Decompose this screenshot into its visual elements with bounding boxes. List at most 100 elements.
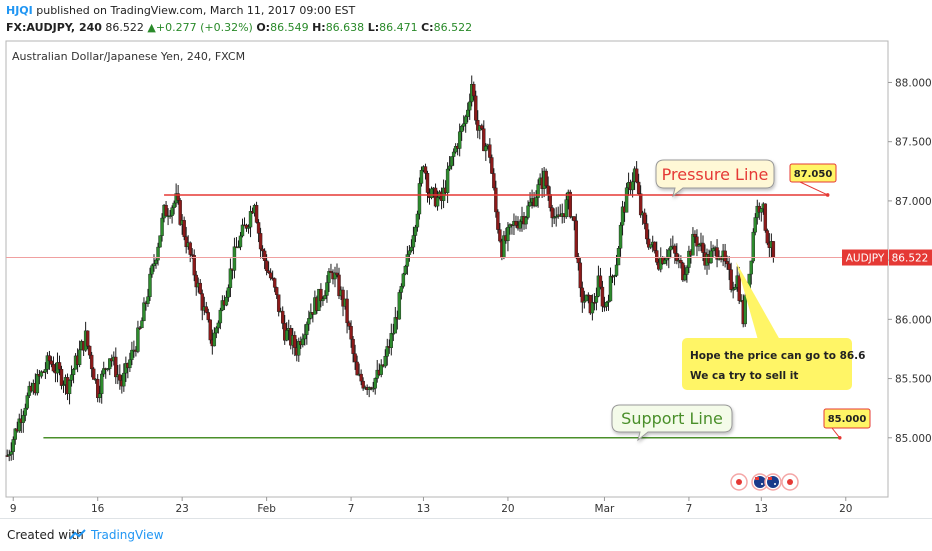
candle-up — [168, 215, 172, 217]
candle-up — [152, 263, 156, 266]
candle-up — [743, 295, 747, 325]
candle-down — [256, 222, 261, 234]
pressure-callout[interactable] — [655, 159, 775, 198]
author-name[interactable]: HJQI — [6, 4, 33, 17]
candle-up — [150, 265, 154, 275]
candle-up — [224, 296, 229, 306]
candle-down — [138, 327, 142, 330]
support-price-label: 85.000 — [828, 414, 867, 425]
candle-down — [544, 170, 548, 187]
plot-area[interactable] — [5, 40, 889, 498]
tradingview-link[interactable]: TradingView — [91, 528, 164, 542]
candle-up — [228, 268, 233, 288]
candle-up — [216, 322, 221, 329]
candle-down — [498, 229, 502, 242]
x-tick-label: 13 — [755, 503, 768, 515]
pressure-callout-label: Pressure Line — [662, 165, 769, 184]
candle-up — [172, 202, 176, 208]
candle-up — [624, 187, 629, 213]
candle-down — [47, 355, 52, 362]
x-tick-label: 13 — [417, 503, 430, 515]
footer: Created with TradingView — [0, 518, 932, 551]
candle-up — [327, 271, 331, 283]
candle-up — [667, 249, 671, 259]
candle-down — [514, 220, 518, 226]
candle-down — [268, 272, 273, 279]
candle-up — [214, 327, 219, 334]
pressure-price-label: 87.050 — [794, 169, 833, 180]
candle-down — [258, 233, 263, 250]
candle-up — [594, 296, 599, 303]
drawings[interactable]: AUDJPY 86.522 87.050 Pressure Line 85.000 Sup… — [6, 159, 932, 491]
price-chart[interactable]: Australian Dollar/Japanese Yen, 240, FXC… — [0, 0, 932, 518]
candle-up — [445, 168, 450, 193]
candle-down — [496, 211, 500, 230]
candle-down — [488, 144, 492, 158]
candle-down — [646, 238, 651, 248]
candle-up — [307, 318, 311, 325]
candle-down — [572, 216, 576, 222]
candle-up — [447, 165, 452, 170]
candle-down — [723, 250, 727, 262]
candle-down — [472, 84, 476, 97]
y-tick-label: 87.000 — [895, 196, 932, 208]
candle-up — [528, 201, 532, 207]
candle-down — [355, 361, 359, 376]
candle-up — [409, 246, 414, 251]
candle-down — [341, 289, 345, 307]
candle-up — [663, 259, 667, 264]
candle-down — [95, 378, 100, 399]
candle-up — [697, 244, 701, 247]
candle-up — [389, 333, 393, 348]
candle-up — [128, 359, 132, 369]
candle-down — [266, 270, 271, 273]
candle-down — [600, 286, 605, 307]
candle-down — [91, 368, 96, 380]
australia-flag-icon[interactable] — [764, 473, 782, 491]
candle-down — [329, 271, 333, 273]
candle-up — [45, 355, 50, 370]
support-callout[interactable] — [611, 404, 733, 442]
candle-up — [606, 300, 611, 303]
x-tick-label: 16 — [91, 503, 105, 515]
candle-down — [57, 362, 62, 370]
candle-up — [691, 233, 695, 256]
candle-up — [429, 188, 434, 198]
candle-down — [178, 200, 182, 225]
candle-down — [345, 298, 349, 324]
candle-down — [490, 157, 494, 174]
candle-up — [733, 287, 737, 290]
candle-down — [281, 310, 285, 324]
candle-up — [61, 384, 66, 386]
candle-down — [164, 204, 168, 217]
candle-up — [711, 248, 715, 252]
candle-down — [59, 369, 64, 386]
candle-down — [262, 250, 267, 261]
candle-up — [67, 380, 72, 395]
candle-up — [584, 294, 589, 302]
candle-up — [564, 199, 568, 218]
candle-up — [124, 363, 128, 374]
japan-flag-icon[interactable] — [730, 473, 748, 491]
support-price-box — [823, 408, 871, 429]
candle-down — [182, 220, 186, 237]
candle-up — [731, 289, 735, 291]
candle-up — [665, 257, 669, 261]
japan-flag-icon[interactable] — [781, 473, 799, 491]
candle-up — [21, 415, 25, 423]
candle-up — [248, 211, 253, 228]
note-box[interactable] — [682, 338, 852, 390]
candle-up — [7, 454, 11, 456]
y-tick-label: 85.500 — [895, 374, 932, 386]
last-symbol-label: AUDJPY — [846, 253, 885, 265]
candle-up — [415, 213, 420, 228]
close-value: 86.522 — [433, 21, 473, 34]
y-tick-label: 85.000 — [895, 433, 932, 445]
candle-up — [236, 246, 241, 249]
australia-flag-icon[interactable] — [751, 473, 769, 491]
candle-down — [51, 364, 56, 372]
candle-down — [634, 168, 639, 183]
candle-down — [353, 353, 357, 363]
candle-down — [276, 294, 281, 312]
candle-up — [554, 216, 558, 218]
